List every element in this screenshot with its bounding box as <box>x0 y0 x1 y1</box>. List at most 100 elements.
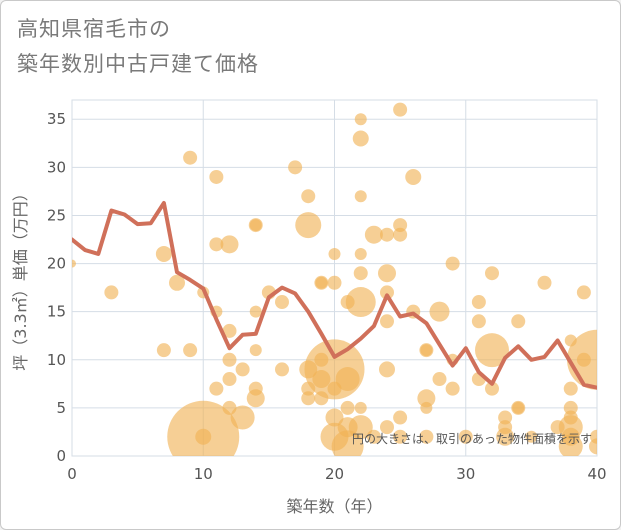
data-bubble <box>485 381 499 396</box>
x-tick-label: 10 <box>194 465 213 483</box>
data-bubble <box>432 372 447 387</box>
data-bubble <box>511 314 526 329</box>
data-bubble <box>379 361 395 378</box>
title-line-1: 高知県宿毛市の <box>17 17 171 41</box>
data-bubble <box>169 274 185 291</box>
data-bubble <box>364 225 383 244</box>
data-bubble <box>209 169 224 184</box>
x-tick-label: 20 <box>325 465 344 483</box>
y-tick-label: 20 <box>47 255 66 273</box>
data-bubble <box>246 389 265 408</box>
data-bubble <box>393 429 408 444</box>
x-tick-label: 0 <box>67 465 77 483</box>
data-bubble <box>220 235 239 254</box>
data-bubble <box>209 381 224 396</box>
data-bubble <box>348 415 373 440</box>
data-bubble <box>471 295 486 310</box>
data-bubble <box>485 266 499 281</box>
y-tick-label: 5 <box>56 399 66 417</box>
data-bubble <box>354 247 367 260</box>
data-bubble <box>558 434 583 456</box>
data-bubble <box>295 212 322 239</box>
data-bubble <box>183 343 198 358</box>
chart-title: 高知県宿毛市の 築年数別中古戸建て価格 <box>17 12 259 82</box>
data-bubble <box>354 401 367 414</box>
data-bubble <box>183 150 198 165</box>
data-bubble <box>563 381 578 396</box>
data-bubble <box>315 276 328 289</box>
data-bubble <box>498 410 513 425</box>
data-bubble <box>353 266 368 281</box>
data-bubble <box>445 381 460 396</box>
data-bubble <box>301 189 316 204</box>
data-bubble <box>567 329 597 390</box>
data-bubble <box>275 295 289 310</box>
x-axis-title: 築年数（年） <box>286 497 382 516</box>
data-bubble <box>345 287 376 318</box>
data-bubble <box>222 372 237 387</box>
data-bubble <box>167 400 240 456</box>
data-bubble <box>249 305 262 318</box>
data-bubble <box>354 113 367 126</box>
data-bubble <box>475 333 509 368</box>
data-bubble <box>393 410 408 425</box>
data-bubble <box>249 219 262 232</box>
data-bubble <box>458 429 473 444</box>
data-bubble <box>380 314 394 329</box>
data-bubble <box>576 285 591 300</box>
bubble-layer <box>72 102 597 456</box>
data-bubble <box>429 301 450 322</box>
y-tick-label: 10 <box>47 351 66 369</box>
data-bubble <box>393 102 408 117</box>
data-bubble <box>72 259 76 268</box>
data-bubble <box>496 427 515 446</box>
data-bubble <box>525 430 538 443</box>
x-tick-label: 40 <box>587 465 606 483</box>
data-bubble <box>235 362 250 377</box>
data-bubble <box>589 438 597 455</box>
data-bubble <box>419 429 434 444</box>
data-bubble <box>380 420 394 435</box>
data-bubble <box>393 218 408 233</box>
data-bubble <box>155 245 172 262</box>
bubble-size-note: 円の大きさは、取引のあった物件面積を示す <box>352 431 592 446</box>
y-tick-label: 15 <box>47 303 66 321</box>
data-bubble <box>327 275 342 290</box>
y-axis-title: 坪（3.3㎡）単価（万円） <box>11 185 30 370</box>
x-tick-label: 30 <box>456 465 475 483</box>
data-bubble <box>222 323 237 338</box>
trend-line <box>72 201 597 390</box>
data-bubble <box>380 227 394 242</box>
data-bubble <box>366 429 381 444</box>
data-bubble <box>325 408 344 427</box>
y-tick-label: 30 <box>47 158 66 176</box>
data-bubble <box>537 275 552 290</box>
data-bubble <box>340 400 355 415</box>
y-tick-label: 35 <box>47 110 66 128</box>
data-bubble <box>354 190 367 203</box>
data-bubble <box>378 264 396 283</box>
data-bubble <box>380 285 394 300</box>
data-bubble <box>156 343 171 358</box>
data-bubble <box>335 367 360 392</box>
data-bubble <box>445 256 460 271</box>
data-bubble <box>512 401 525 414</box>
data-bubble <box>352 130 369 147</box>
y-tick-label: 0 <box>56 447 66 465</box>
data-bubble <box>417 389 436 408</box>
data-bubble <box>393 227 408 242</box>
data-bubble <box>104 285 119 300</box>
data-bubble <box>222 352 237 367</box>
data-bubble <box>405 168 422 185</box>
data-bubble <box>288 160 303 175</box>
data-bubble <box>301 391 316 406</box>
data-bubble <box>230 405 255 430</box>
data-bubble <box>195 428 212 445</box>
data-bubble <box>420 401 433 414</box>
data-bubble <box>328 247 341 260</box>
data-bubble <box>563 400 578 415</box>
data-bubble <box>249 344 262 357</box>
data-bubble <box>275 362 289 377</box>
data-bubble <box>209 237 224 252</box>
